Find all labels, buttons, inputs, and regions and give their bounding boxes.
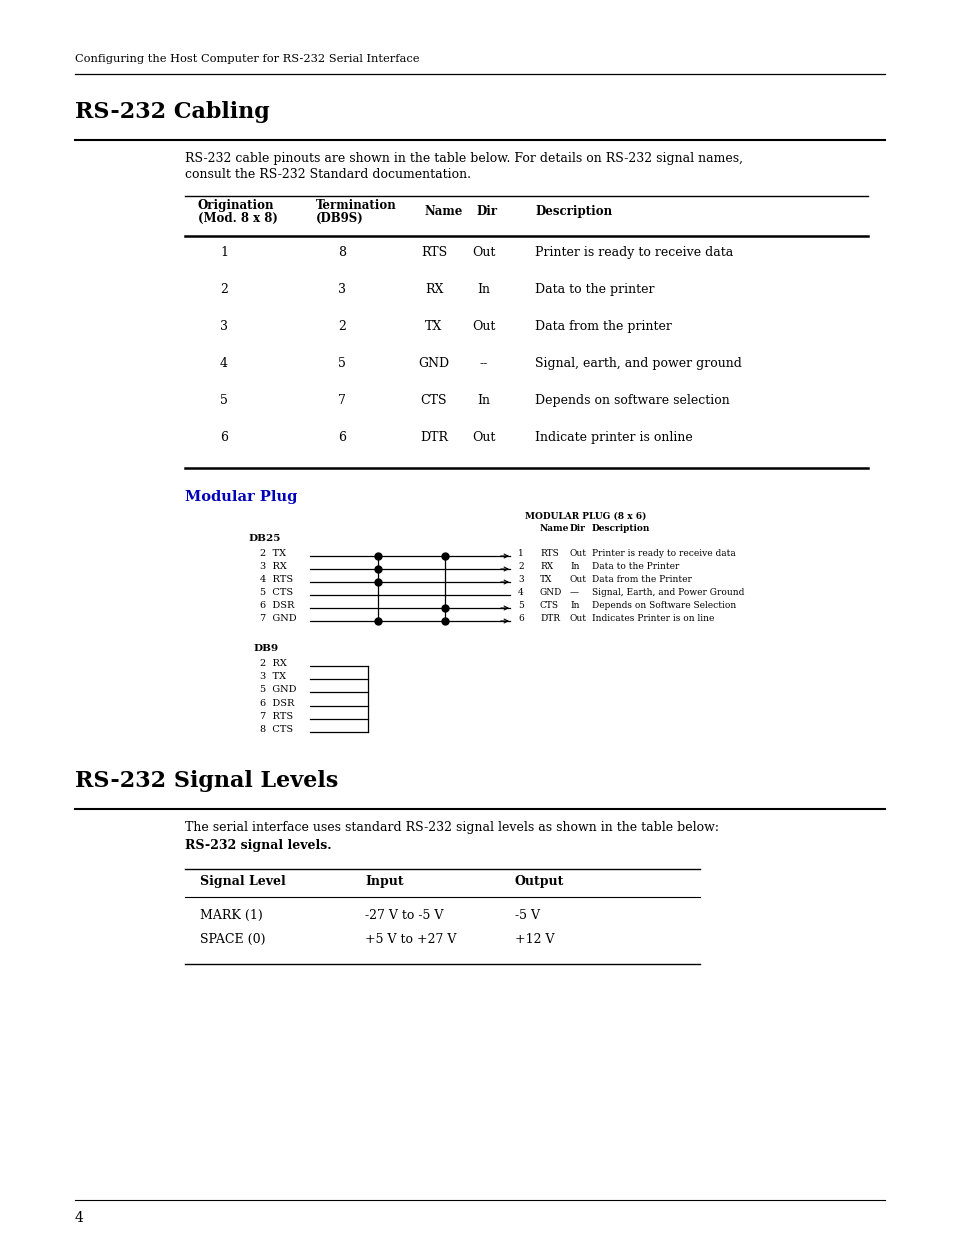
Text: Configuring the Host Computer for RS-232 Serial Interface: Configuring the Host Computer for RS-232… (75, 54, 419, 64)
Text: 5: 5 (517, 601, 523, 610)
Text: Signal, earth, and power ground: Signal, earth, and power ground (535, 357, 741, 370)
Text: Data from the printer: Data from the printer (535, 320, 671, 333)
Text: 3  RX: 3 RX (260, 562, 287, 571)
Text: 2  TX: 2 TX (260, 550, 286, 558)
Text: 6  DSR: 6 DSR (260, 699, 294, 708)
Text: 6: 6 (220, 431, 228, 445)
Text: +5 V to +27 V: +5 V to +27 V (365, 932, 456, 946)
Text: RX: RX (539, 562, 553, 571)
Text: GND: GND (418, 357, 449, 370)
Text: consult the RS-232 Standard documentation.: consult the RS-232 Standard documentatio… (185, 168, 471, 182)
Text: +12 V: +12 V (515, 932, 554, 946)
Text: DB9: DB9 (253, 643, 278, 653)
Text: GND: GND (539, 588, 561, 597)
Text: 1: 1 (517, 550, 523, 558)
Text: 2: 2 (517, 562, 523, 571)
Text: 4: 4 (220, 357, 228, 370)
Text: Data to the printer: Data to the printer (535, 283, 654, 296)
Text: Printer is ready to receive data: Printer is ready to receive data (535, 246, 733, 259)
Text: Name: Name (539, 524, 569, 534)
Text: The serial interface uses standard RS-232 signal levels as shown in the table be: The serial interface uses standard RS-23… (185, 821, 719, 834)
Text: 6: 6 (517, 614, 523, 622)
Text: RS-232 Signal Levels: RS-232 Signal Levels (75, 769, 338, 792)
Text: Origination: Origination (198, 199, 274, 212)
Text: RS-232 signal levels.: RS-232 signal levels. (185, 839, 332, 852)
Text: 6: 6 (337, 431, 346, 445)
Text: RS-232 Cabling: RS-232 Cabling (75, 101, 270, 124)
Text: Data from the Printer: Data from the Printer (592, 576, 691, 584)
Text: Data to the Printer: Data to the Printer (592, 562, 679, 571)
Text: Termination: Termination (315, 199, 396, 212)
Text: In: In (477, 283, 490, 296)
Text: CTS: CTS (539, 601, 558, 610)
Text: RX: RX (424, 283, 443, 296)
Text: 8: 8 (337, 246, 346, 259)
Text: Depends on software selection: Depends on software selection (535, 394, 729, 408)
Text: Printer is ready to receive data: Printer is ready to receive data (592, 550, 735, 558)
Text: CTS: CTS (420, 394, 447, 408)
Text: 6  DSR: 6 DSR (260, 601, 294, 610)
Text: 2  RX: 2 RX (260, 659, 287, 668)
Text: 2: 2 (337, 320, 346, 333)
Text: DB25: DB25 (248, 534, 280, 543)
Text: MARK (1): MARK (1) (200, 909, 262, 923)
Text: 5  GND: 5 GND (260, 685, 296, 694)
Text: In: In (477, 394, 490, 408)
Text: Modular Plug: Modular Plug (185, 490, 297, 504)
Text: 4: 4 (75, 1212, 84, 1225)
Text: Out: Out (569, 614, 586, 622)
Text: RTS: RTS (420, 246, 447, 259)
Text: —: — (569, 588, 578, 597)
Text: 5: 5 (337, 357, 346, 370)
Text: 3  TX: 3 TX (260, 672, 286, 680)
Text: Indicate printer is online: Indicate printer is online (535, 431, 692, 445)
Text: SPACE (0): SPACE (0) (200, 932, 265, 946)
Text: TX: TX (425, 320, 442, 333)
Text: --: -- (479, 357, 488, 370)
Text: RS-232 cable pinouts are shown in the table below. For details on RS-232 signal : RS-232 cable pinouts are shown in the ta… (185, 152, 742, 165)
Text: Dir: Dir (476, 205, 497, 219)
Text: 8  CTS: 8 CTS (260, 725, 293, 734)
Text: DTR: DTR (539, 614, 559, 622)
Text: (Mod. 8 x 8): (Mod. 8 x 8) (198, 212, 277, 225)
Text: -27 V to -5 V: -27 V to -5 V (365, 909, 443, 923)
Text: 3: 3 (220, 320, 228, 333)
Text: 7  RTS: 7 RTS (260, 713, 293, 721)
Text: (DB9S): (DB9S) (315, 212, 363, 225)
Text: Depends on Software Selection: Depends on Software Selection (592, 601, 736, 610)
Text: Out: Out (472, 246, 496, 259)
Text: 2: 2 (220, 283, 228, 296)
Text: Indicates Printer is on line: Indicates Printer is on line (592, 614, 714, 622)
Text: RTS: RTS (539, 550, 558, 558)
Text: Description: Description (535, 205, 612, 219)
Text: 5: 5 (220, 394, 228, 408)
Text: Input: Input (365, 876, 403, 888)
Text: -5 V: -5 V (515, 909, 539, 923)
Text: TX: TX (539, 576, 552, 584)
Text: Description: Description (592, 524, 650, 534)
Text: Signal, Earth, and Power Ground: Signal, Earth, and Power Ground (592, 588, 743, 597)
Text: Dir: Dir (569, 524, 585, 534)
Text: Signal Level: Signal Level (200, 876, 286, 888)
Text: In: In (569, 601, 578, 610)
Text: Out: Out (472, 320, 496, 333)
Text: MODULAR PLUG (8 x 6): MODULAR PLUG (8 x 6) (524, 513, 646, 521)
Text: Out: Out (472, 431, 496, 445)
Text: 4  RTS: 4 RTS (260, 576, 293, 584)
Text: 4: 4 (517, 588, 523, 597)
Text: Name: Name (423, 205, 462, 219)
Text: 7  GND: 7 GND (260, 614, 296, 622)
Text: Output: Output (515, 876, 564, 888)
Text: 3: 3 (517, 576, 523, 584)
Text: 5  CTS: 5 CTS (260, 588, 293, 597)
Text: DTR: DTR (419, 431, 448, 445)
Text: 3: 3 (337, 283, 346, 296)
Text: Out: Out (569, 576, 586, 584)
Text: In: In (569, 562, 578, 571)
Text: 1: 1 (220, 246, 228, 259)
Text: 7: 7 (337, 394, 346, 408)
Text: Out: Out (569, 550, 586, 558)
